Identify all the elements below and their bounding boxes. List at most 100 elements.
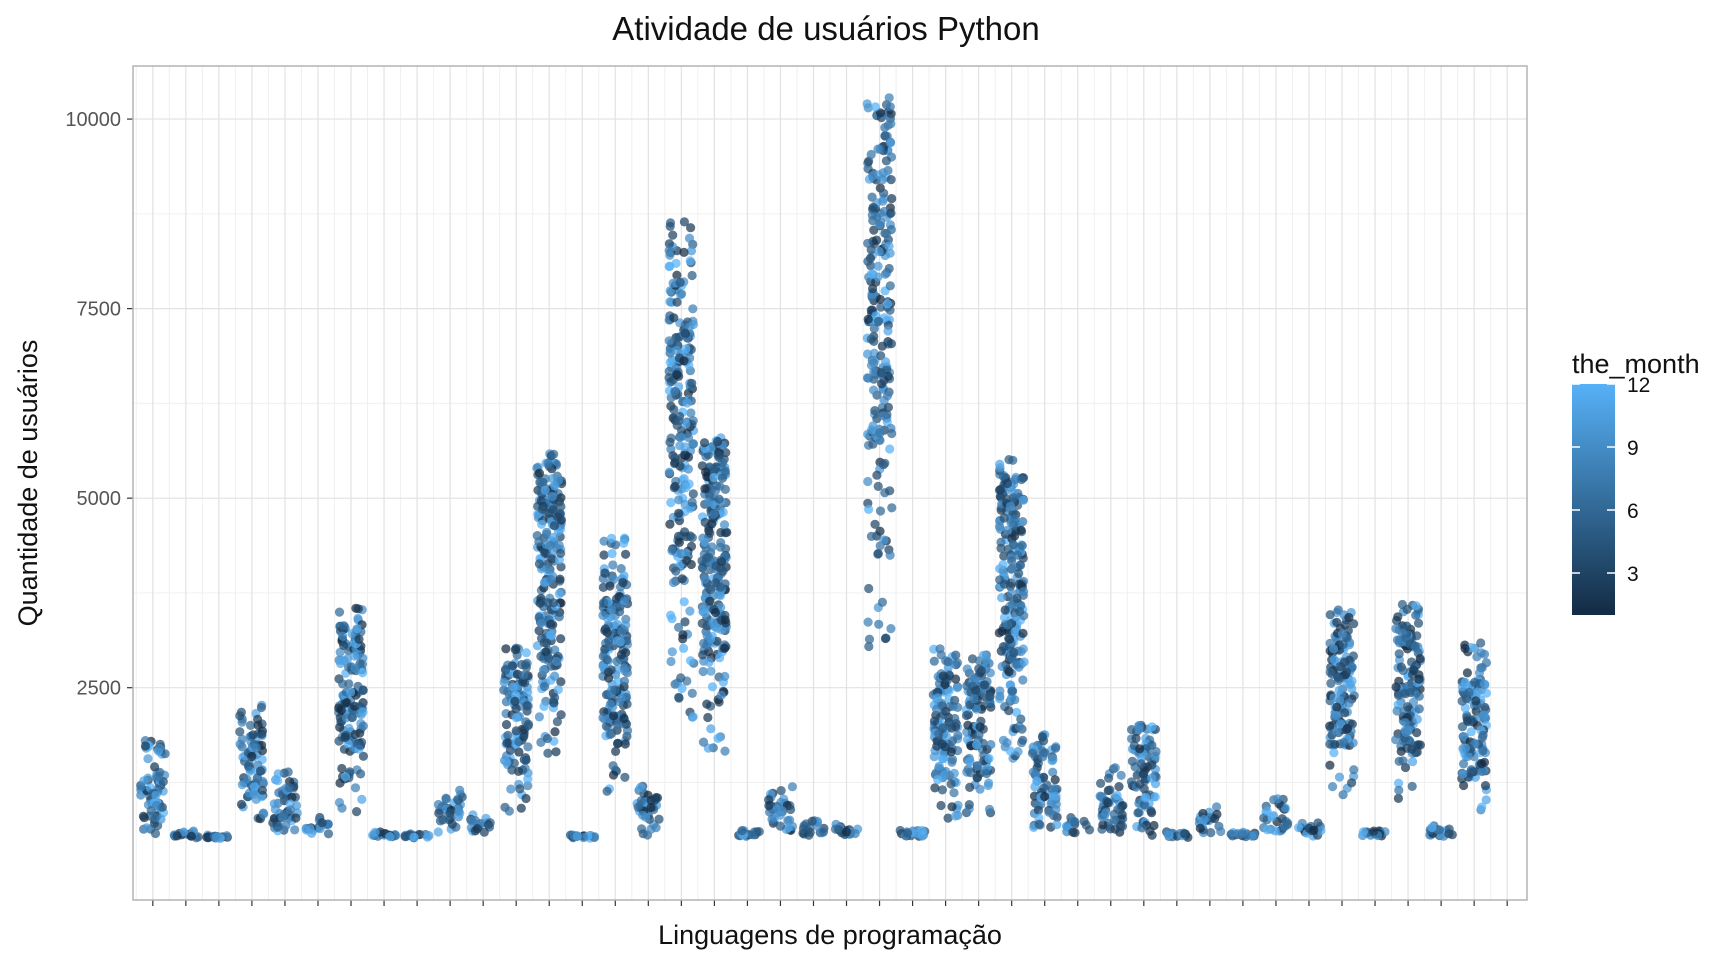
data-point — [544, 653, 554, 664]
data-point — [698, 737, 709, 747]
category-34-points — [1226, 827, 1260, 842]
data-point — [982, 768, 992, 779]
data-point — [248, 730, 258, 740]
data-point — [1070, 817, 1080, 827]
data-point — [669, 404, 679, 415]
data-point — [543, 748, 553, 758]
data-point — [875, 506, 886, 516]
data-point — [1472, 652, 1482, 662]
data-point — [510, 696, 520, 707]
data-point — [933, 693, 943, 703]
data-point — [1463, 751, 1473, 762]
data-point — [664, 467, 674, 477]
data-point — [1018, 628, 1028, 639]
data-point — [617, 627, 627, 637]
data-point — [1474, 668, 1485, 678]
data-point — [1233, 829, 1243, 839]
data-point — [1015, 560, 1026, 570]
data-point — [933, 775, 943, 785]
data-point — [257, 729, 267, 739]
data-point — [550, 693, 560, 703]
data-point — [886, 119, 896, 129]
data-point — [251, 743, 261, 753]
data-point — [674, 622, 684, 633]
category-2-points — [169, 826, 203, 843]
data-point — [687, 533, 697, 543]
data-point — [556, 634, 566, 644]
data-point — [654, 814, 664, 824]
data-point — [1163, 829, 1173, 839]
data-point — [1328, 782, 1338, 792]
data-point — [678, 630, 688, 640]
data-point — [1267, 812, 1277, 822]
data-point — [672, 297, 682, 307]
data-point — [285, 805, 296, 815]
data-point — [937, 785, 948, 795]
data-point — [599, 536, 609, 546]
data-point — [876, 368, 887, 378]
data-point — [1014, 579, 1024, 589]
data-point — [344, 723, 354, 733]
data-point — [698, 650, 708, 660]
data-point — [707, 682, 718, 692]
data-point — [1329, 693, 1339, 703]
data-point — [610, 685, 620, 695]
legend-tick-label: 6 — [1627, 500, 1639, 523]
data-point — [688, 304, 698, 314]
data-point — [552, 656, 562, 667]
data-point — [155, 743, 165, 753]
data-point — [870, 102, 881, 112]
data-point — [720, 615, 730, 625]
data-point — [523, 742, 533, 752]
data-point — [706, 724, 716, 734]
data-point — [550, 727, 560, 737]
data-point — [681, 548, 691, 558]
category-37-points — [1325, 605, 1359, 800]
data-point — [358, 668, 368, 678]
data-point — [1016, 475, 1027, 485]
data-point — [679, 217, 690, 227]
data-point — [650, 795, 660, 805]
data-point — [671, 566, 681, 576]
data-point — [873, 144, 883, 154]
data-point — [651, 823, 661, 833]
data-point — [619, 596, 630, 606]
data-point — [1033, 805, 1043, 815]
data-point — [943, 657, 953, 667]
data-point — [549, 521, 560, 531]
data-point — [1002, 525, 1013, 536]
data-point — [358, 721, 368, 731]
data-point — [698, 604, 708, 615]
data-point — [776, 786, 786, 796]
data-point — [638, 810, 648, 820]
data-point — [621, 620, 631, 630]
data-point — [1011, 707, 1022, 717]
data-point — [339, 621, 349, 631]
data-point — [599, 598, 609, 608]
data-point — [358, 685, 368, 696]
category-29-points — [1061, 813, 1095, 838]
data-point — [674, 495, 684, 505]
data-point — [521, 660, 531, 670]
data-point — [422, 832, 433, 842]
data-point — [1048, 767, 1058, 777]
data-point — [963, 764, 973, 775]
data-point — [572, 831, 582, 841]
data-point — [680, 328, 690, 338]
data-point — [519, 731, 529, 742]
data-point — [675, 277, 685, 288]
data-point — [666, 656, 676, 667]
data-point — [615, 607, 625, 617]
data-point — [1042, 780, 1052, 790]
data-point — [996, 543, 1006, 553]
data-point — [997, 626, 1007, 636]
data-point — [885, 550, 895, 560]
data-point — [877, 175, 888, 185]
data-point — [1329, 748, 1339, 758]
data-point — [540, 485, 550, 495]
data-point — [999, 551, 1009, 561]
data-point — [665, 250, 675, 260]
data-point — [863, 476, 873, 487]
data-point — [1331, 711, 1341, 721]
data-point — [552, 717, 563, 727]
